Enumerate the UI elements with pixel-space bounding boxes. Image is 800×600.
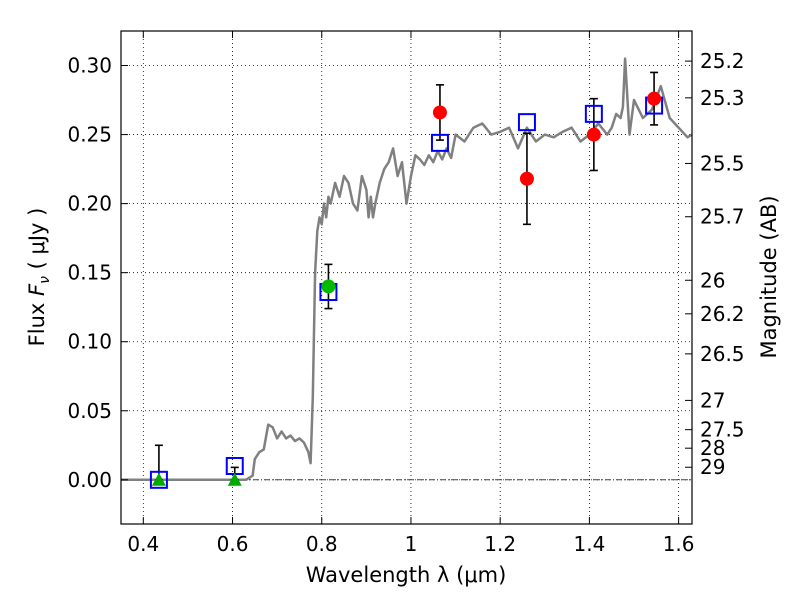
y2-tick-label: 27.5 xyxy=(700,418,745,442)
x-tick-label: 0.4 xyxy=(127,532,159,556)
spectrum-group xyxy=(121,57,693,482)
y2-tick-label: 25.5 xyxy=(700,151,745,175)
y2-tick-label: 25.3 xyxy=(700,86,745,110)
y2-tick-label: 26 xyxy=(700,268,725,292)
green-circle-marker xyxy=(321,279,336,294)
y2-tick-label: 26.2 xyxy=(700,302,745,326)
red-circle-marker xyxy=(586,127,601,142)
y-tick-label: 0.00 xyxy=(67,468,112,492)
green-triangle-marker xyxy=(227,472,242,486)
red-circle-marker xyxy=(432,105,447,120)
y2-tick-label: 25.2 xyxy=(700,49,745,73)
spectrum-line xyxy=(121,57,693,482)
ticks-group xyxy=(121,31,692,524)
red-circle-marker xyxy=(647,91,662,106)
y2-tick-label: 27 xyxy=(700,388,725,412)
tick-labels-group: 0.4 0.6 0.8 1 1.2 1.4 1.6 0.00 0.05 0.10 0.15 0.20 0… xyxy=(67,49,744,556)
model-box-marker xyxy=(517,113,536,132)
markers-group xyxy=(151,91,662,486)
y-tick-label: 0.10 xyxy=(67,330,112,354)
y-tick-label: 0.05 xyxy=(67,399,112,423)
y-tick-label: 0.25 xyxy=(67,123,112,147)
x-tick-label: 1.4 xyxy=(573,532,605,556)
y2-tick-label: 29 xyxy=(700,455,725,479)
y-tick-label: 0.20 xyxy=(67,192,112,216)
y2-tick-label: 28 xyxy=(700,436,725,460)
x-tick-label: 0.6 xyxy=(217,532,249,556)
x-tick-label: 1 xyxy=(405,532,418,556)
y2-axis-label: Magnitude (AB) xyxy=(757,195,781,358)
model-box-marker xyxy=(430,133,449,152)
plot-background xyxy=(121,31,692,524)
model-box-marker xyxy=(149,470,168,489)
y-tick-label: 0.30 xyxy=(67,54,112,78)
y-axis-label: Flux Fν ( μJy ) xyxy=(25,208,53,347)
model-boxes-group xyxy=(149,96,664,489)
x-tick-label: 1.6 xyxy=(663,532,695,556)
y2-tick-label: 25.7 xyxy=(700,205,745,229)
x-tick-label: 0.8 xyxy=(306,532,338,556)
x-axis-label: Wavelength λ (μm) xyxy=(306,563,507,587)
plot-frame xyxy=(120,30,693,525)
red-circle-marker xyxy=(519,171,534,186)
green-triangle-marker xyxy=(151,472,166,486)
x-tick-label: 1.2 xyxy=(484,532,516,556)
y-tick-label: 0.15 xyxy=(67,261,112,285)
model-box-marker xyxy=(584,104,603,123)
y2-tick-label: 26.5 xyxy=(700,342,745,366)
